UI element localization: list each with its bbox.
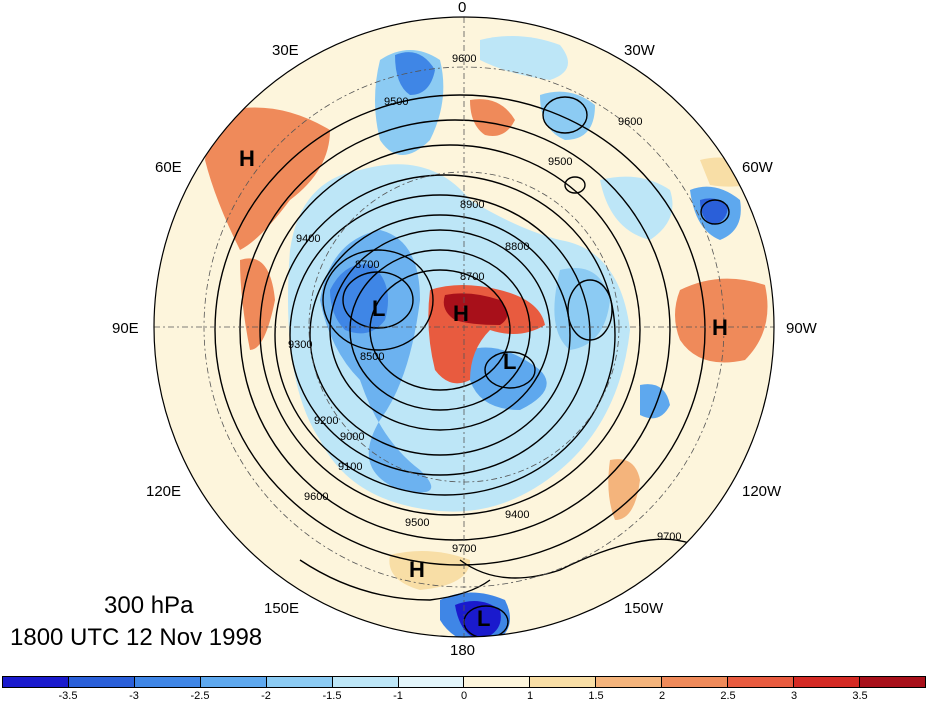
height-contours	[214, 94, 730, 637]
contour-label: 9300	[288, 339, 313, 351]
low-center-label: L	[372, 296, 386, 321]
contour-label: 9400	[296, 233, 321, 245]
lon-label-30e: 30E	[272, 42, 299, 59]
contour-label: 9600	[452, 53, 477, 65]
high-center-label: H	[239, 146, 255, 171]
lon-label-150w: 150W	[624, 600, 664, 617]
colorbar-tick-label: 3	[790, 690, 798, 702]
colorbar-tick-label: 0	[460, 690, 468, 702]
lon-label-90e: 90E	[112, 320, 139, 337]
colorbar-swatch	[662, 677, 729, 687]
contour-label: 9000	[340, 431, 365, 443]
contour-label: 9600	[304, 491, 329, 503]
colorbar-swatch	[266, 677, 333, 687]
lon-label-30w: 30W	[624, 42, 655, 59]
colorbar-tick-label: -2	[261, 690, 271, 702]
graticule	[154, 17, 774, 637]
colorbar-swatch	[398, 677, 465, 687]
colorbar-swatch	[200, 677, 267, 687]
lon-label-60w: 60W	[742, 159, 773, 176]
high-center-label: H	[409, 557, 425, 582]
colorbar	[2, 676, 926, 688]
lon-label-180: 180	[450, 642, 476, 659]
lon-label-60e: 60E	[155, 159, 182, 176]
colorbar-swatch	[68, 677, 135, 687]
high-center-label: H	[712, 315, 728, 340]
contour-label: 9400	[505, 509, 530, 521]
colorbar-swatch	[3, 677, 69, 687]
colorbar-tick-label: 1.5	[588, 690, 604, 702]
time-title: 1800 UTC 12 Nov 1998	[10, 624, 263, 651]
lon-label-120w: 120W	[742, 483, 782, 500]
contour-label: 9100	[338, 461, 363, 473]
colorbar-swatch	[794, 677, 860, 687]
contour-label: 8900	[460, 199, 485, 211]
lon-label-120e: 120E	[146, 483, 182, 500]
lon-label-90w: 90W	[786, 320, 817, 337]
contour-label: 9500	[548, 156, 573, 168]
colorbar-swatch	[134, 677, 201, 687]
contour-label: 9700	[452, 543, 477, 555]
colorbar-tick-label: 2.5	[720, 690, 736, 702]
contour-label: 9200	[314, 415, 339, 427]
map-border	[153, 16, 775, 638]
contour-label: 9700	[657, 531, 682, 543]
lon-label-150e: 150E	[264, 600, 300, 617]
colorbar-tick-label: 3.5	[852, 690, 868, 702]
colorbar-tick-label: -3	[129, 690, 139, 702]
colorbar-tick-label: -2.5	[190, 690, 210, 702]
contour-label: 8700	[460, 271, 485, 283]
contour-label: 8500	[360, 351, 385, 363]
colorbar-swatch	[332, 677, 399, 687]
colorbar-tick-label: 1	[526, 690, 534, 702]
colorbar-swatch	[464, 677, 531, 687]
colorbar-tick-label: 2	[658, 690, 666, 702]
colorbar-swatch	[530, 677, 597, 687]
contour-label: 8800	[505, 241, 530, 253]
colorbar-swatch	[596, 677, 663, 687]
contour-label: 9500	[405, 517, 430, 529]
contour-label: 8700	[355, 259, 380, 271]
colorbar-tick-label: -1	[393, 690, 403, 702]
high-center-label: H	[453, 301, 469, 326]
low-center-label: L	[503, 349, 517, 374]
contour-label: 9500	[384, 96, 409, 108]
colorbar-swatch	[859, 677, 925, 687]
contour-label: 9600	[618, 116, 643, 128]
level-title: 300 hPa	[104, 592, 194, 619]
lon-label-0: 0	[458, 0, 467, 16]
colorbar-swatch	[728, 677, 795, 687]
colorbar-tick-label: -1.5	[322, 690, 342, 702]
colorbar-tick-label: -3.5	[58, 690, 78, 702]
low-center-label: L	[477, 606, 491, 631]
